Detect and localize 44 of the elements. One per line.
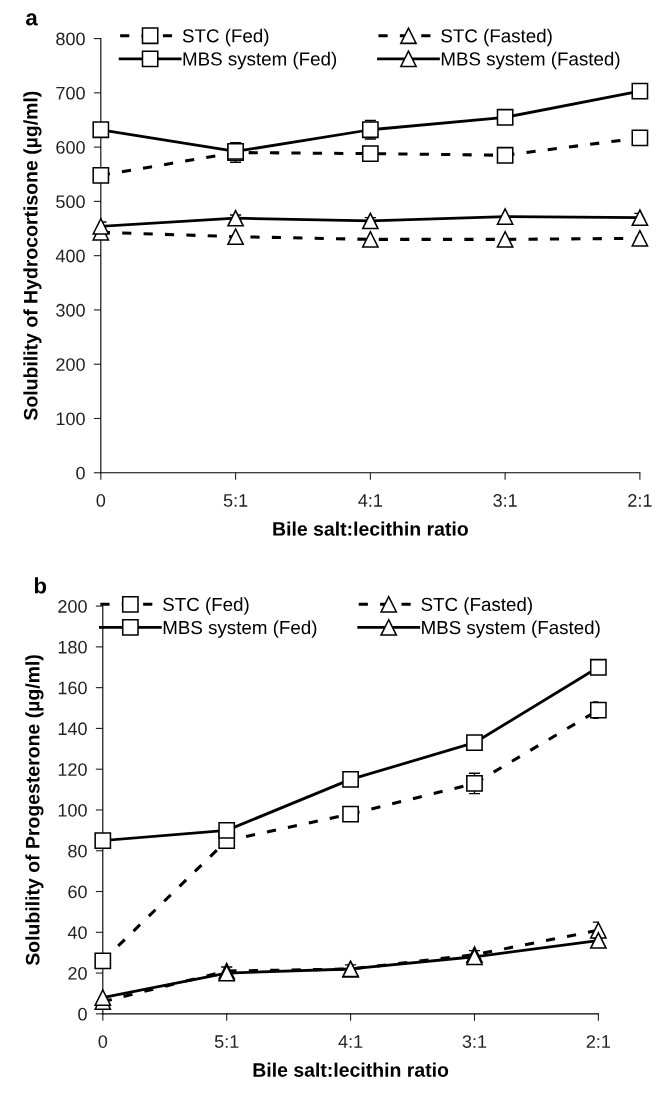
x-tick-label: 0 xyxy=(96,494,106,507)
x-tick-label: 4:1 xyxy=(338,1035,363,1048)
x-tick-label: 3:1 xyxy=(462,1035,487,1048)
y-tick-label: 120 xyxy=(58,763,87,776)
x-tick-label: 4:1 xyxy=(358,494,383,507)
x-tick-label: 2:1 xyxy=(628,494,652,507)
x-tick-label: 3:1 xyxy=(493,494,517,507)
y-tick-label: 80 xyxy=(68,844,87,858)
y-tick-label: 300 xyxy=(56,303,85,317)
x-tick-label: 0 xyxy=(98,1035,108,1048)
x-tick-label: 2:1 xyxy=(586,1035,611,1048)
y-tick-label: 180 xyxy=(58,640,87,654)
y-tick-label: 160 xyxy=(58,681,87,695)
legend-label: STC (Fasted) xyxy=(421,597,532,615)
y-tick-label: 800 xyxy=(56,32,85,46)
text: b xyxy=(34,577,47,594)
y-tick-label: 200 xyxy=(58,600,87,613)
y-tick-label: 60 xyxy=(68,885,87,899)
legend-label: MBS system (Fasted) xyxy=(422,620,600,638)
y-tick-label: 600 xyxy=(56,141,85,154)
y-tick-label: 20 xyxy=(68,967,87,980)
y-tick-label: 200 xyxy=(56,358,85,371)
legend-label: STC (Fasted) xyxy=(441,28,552,47)
legend-label: STC (Fed) xyxy=(182,28,269,47)
legend-label: STC (Fed) xyxy=(163,597,249,615)
y-axis-title: Solubility of Progesterone (µg/ml) xyxy=(25,655,44,966)
x-axis-title: Bile salt:lecithin ratio xyxy=(253,1062,449,1077)
y-tick-label: 100 xyxy=(56,412,85,426)
y-tick-label: 0 xyxy=(78,1007,87,1021)
x-tick-label: 5:1 xyxy=(214,1035,239,1048)
y-tick-label: 500 xyxy=(56,195,85,209)
y-tick-label: 0 xyxy=(76,466,85,480)
y-tick-label: 40 xyxy=(67,926,87,940)
y-tick-label: 400 xyxy=(55,249,85,263)
legend-label: MBS system (Fed) xyxy=(183,51,337,70)
y-tick-label: 100 xyxy=(58,803,87,817)
x-axis-title: Bile salt:lecithin ratio xyxy=(273,521,468,536)
text: a xyxy=(26,13,38,26)
legend-label: MBS system (Fasted) xyxy=(441,51,620,70)
y-tick-label: 140 xyxy=(58,722,87,736)
x-tick-label: 5:1 xyxy=(223,494,248,507)
y-axis-title: Solubility of Hydrocortisone (µg/ml) xyxy=(23,91,42,421)
legend-label: MBS system (Fed) xyxy=(163,620,317,638)
y-tick-label: 700 xyxy=(56,86,85,100)
